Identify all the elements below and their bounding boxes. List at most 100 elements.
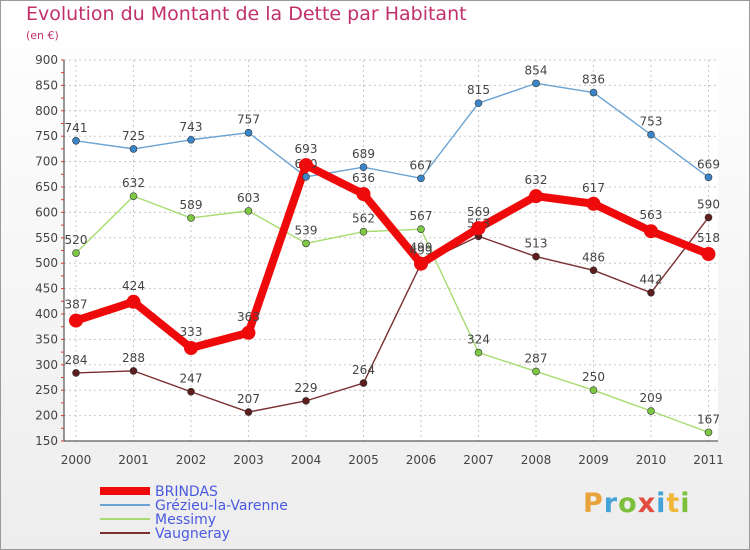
data-label-gr-zieu-la-varenne: 815 xyxy=(467,83,490,97)
data-point-messimy xyxy=(72,249,80,257)
data-point-brindas xyxy=(241,325,256,340)
y-tick-label: 400 xyxy=(35,307,58,321)
data-point-brindas xyxy=(69,313,83,328)
x-tick-label: 2000 xyxy=(61,453,92,467)
y-tick-label: 200 xyxy=(35,409,58,423)
data-point-brindas xyxy=(356,187,371,202)
data-point-messimy xyxy=(244,207,253,215)
y-tick-label: 750 xyxy=(35,129,58,143)
data-label-messimy: 589 xyxy=(180,198,203,212)
data-point-vaugneray xyxy=(532,252,540,261)
y-tick-label: 600 xyxy=(35,205,58,219)
x-tick-label: 2008 xyxy=(521,453,552,467)
data-label-vaugneray: 288 xyxy=(122,351,145,365)
data-label-messimy: 209 xyxy=(640,391,663,405)
data-label-brindas: 333 xyxy=(180,325,203,339)
data-point-vaugneray xyxy=(187,387,195,396)
data-label-brindas: 632 xyxy=(525,173,548,187)
data-label-messimy: 520 xyxy=(65,233,88,247)
data-label-vaugneray: 486 xyxy=(582,250,605,264)
data-point-messimy xyxy=(647,407,655,415)
data-point-messimy xyxy=(417,225,425,233)
data-label-messimy: 562 xyxy=(352,212,375,226)
plot-area xyxy=(64,60,718,441)
logo-letter: i xyxy=(680,488,691,519)
x-tick-label: 2004 xyxy=(291,453,322,467)
data-point-brindas xyxy=(701,247,716,262)
data-label-brindas: 636 xyxy=(352,171,375,185)
data-point-messimy xyxy=(704,428,713,437)
x-tick-label: 2005 xyxy=(348,453,379,467)
data-label-messimy: 167 xyxy=(697,412,720,426)
data-label-vaugneray: 442 xyxy=(640,273,663,287)
data-label-gr-zieu-la-varenne: 725 xyxy=(122,129,145,143)
logo-letter: P xyxy=(583,488,604,519)
y-tick-label: 550 xyxy=(35,231,58,245)
data-label-gr-zieu-la-varenne: 743 xyxy=(180,120,203,134)
data-point-gr-zieu-la-varenne xyxy=(187,135,195,144)
logo-letter: i xyxy=(656,488,667,519)
legend-label-brindas: BRINDAS xyxy=(155,484,218,500)
data-label-vaugneray: 590 xyxy=(697,197,720,211)
data-label-gr-zieu-la-varenne: 689 xyxy=(352,147,375,161)
data-point-gr-zieu-la-varenne xyxy=(72,136,80,145)
data-label-gr-zieu-la-varenne: 669 xyxy=(697,157,720,171)
series-line-gr-zieu-la-varenne xyxy=(75,82,710,180)
data-point-brindas xyxy=(586,196,601,211)
data-label-gr-zieu-la-varenne: 741 xyxy=(65,121,88,135)
data-label-messimy: 632 xyxy=(122,176,145,190)
data-label-vaugneray: 229 xyxy=(295,381,318,395)
unit-label: (en €) xyxy=(26,29,59,42)
data-point-vaugneray xyxy=(129,367,138,375)
data-point-vaugneray xyxy=(244,408,253,416)
data-label-vaugneray: 264 xyxy=(352,363,375,377)
data-point-vaugneray xyxy=(647,288,655,297)
data-point-gr-zieu-la-varenne xyxy=(704,173,713,182)
y-tick-label: 300 xyxy=(35,358,58,372)
x-tick-label: 2002 xyxy=(176,453,207,467)
data-label-vaugneray: 499 xyxy=(410,244,433,258)
data-label-brindas: 569 xyxy=(467,205,490,219)
data-point-messimy xyxy=(474,348,483,357)
data-point-gr-zieu-la-varenne xyxy=(359,163,368,171)
data-label-brindas: 499 xyxy=(410,241,433,255)
y-tick-label: 700 xyxy=(35,155,58,169)
data-point-messimy xyxy=(187,214,195,222)
y-tick-label: 450 xyxy=(35,282,58,296)
data-label-vaugneray: 207 xyxy=(237,392,260,406)
data-point-gr-zieu-la-varenne xyxy=(244,128,253,137)
data-point-vaugneray xyxy=(72,369,80,377)
data-label-gr-zieu-la-varenne: 753 xyxy=(640,115,663,129)
data-point-brindas xyxy=(529,189,543,204)
x-tick-label: 2009 xyxy=(578,453,609,467)
data-point-gr-zieu-la-varenne xyxy=(474,99,483,107)
data-point-vaugneray xyxy=(589,266,598,275)
data-point-vaugneray xyxy=(359,379,368,387)
x-tick-label: 2010 xyxy=(636,453,667,467)
chart-title: Evolution du Montant de la Dette par Hab… xyxy=(26,3,467,25)
data-point-brindas xyxy=(644,224,658,239)
data-point-brindas xyxy=(471,221,486,236)
data-point-gr-zieu-la-varenne xyxy=(417,174,425,183)
data-label-brindas: 363 xyxy=(237,310,260,324)
data-label-gr-zieu-la-varenne: 836 xyxy=(582,73,605,87)
data-point-gr-zieu-la-varenne xyxy=(129,145,138,153)
data-label-brindas: 617 xyxy=(582,181,605,195)
data-point-messimy xyxy=(129,192,138,200)
data-point-vaugneray xyxy=(302,397,310,405)
x-tick-label: 2011 xyxy=(693,453,724,467)
x-tick-label: 2007 xyxy=(463,453,494,467)
y-tick-label: 850 xyxy=(35,78,58,92)
data-point-brindas xyxy=(299,158,313,173)
data-label-messimy: 287 xyxy=(525,351,548,365)
logo-letter: t xyxy=(666,488,681,519)
data-label-brindas: 563 xyxy=(640,208,663,222)
data-point-messimy xyxy=(302,239,310,248)
data-point-brindas xyxy=(414,256,428,271)
y-tick-label: 150 xyxy=(35,434,58,448)
data-point-gr-zieu-la-varenne xyxy=(532,79,540,88)
data-label-brindas: 387 xyxy=(65,298,88,312)
data-label-brindas: 518 xyxy=(697,231,720,245)
y-tick-label: 350 xyxy=(35,332,58,346)
y-tick-label: 250 xyxy=(35,383,58,397)
